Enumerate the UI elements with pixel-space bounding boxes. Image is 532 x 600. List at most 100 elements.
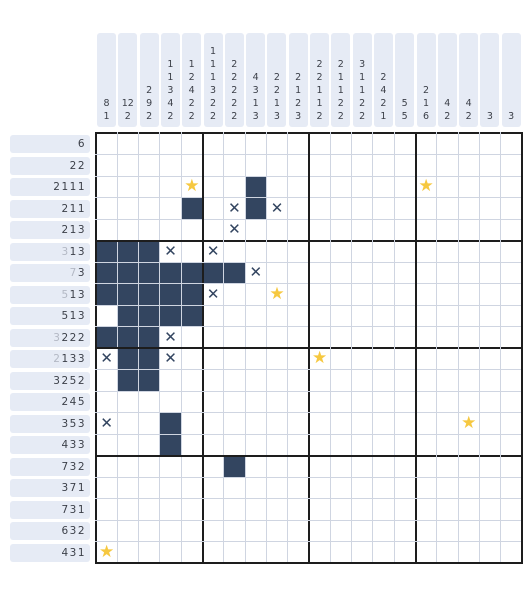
empty-cell[interactable] [266, 262, 287, 284]
empty-cell[interactable] [352, 219, 373, 241]
empty-cell[interactable] [458, 284, 479, 306]
empty-cell[interactable] [245, 413, 266, 435]
filled-cell[interactable] [181, 262, 203, 284]
empty-cell[interactable] [224, 542, 245, 564]
empty-cell[interactable] [288, 176, 309, 198]
empty-cell[interactable] [479, 219, 500, 241]
empty-cell[interactable] [501, 327, 522, 349]
empty-cell[interactable] [458, 370, 479, 392]
empty-cell[interactable] [245, 155, 266, 177]
empty-cell[interactable] [416, 520, 437, 542]
empty-cell[interactable] [437, 327, 458, 349]
filled-cell[interactable] [117, 283, 139, 305]
filled-cell[interactable] [159, 283, 182, 305]
empty-cell[interactable] [245, 219, 266, 241]
empty-cell[interactable] [160, 456, 181, 478]
empty-cell[interactable] [224, 241, 245, 263]
filled-cell[interactable] [96, 326, 118, 348]
empty-cell[interactable] [416, 219, 437, 241]
crossed-cell[interactable]: ✕ [245, 262, 266, 284]
empty-cell[interactable] [437, 499, 458, 521]
empty-cell[interactable] [373, 284, 394, 306]
empty-cell[interactable] [394, 391, 415, 413]
empty-cell[interactable] [373, 413, 394, 435]
empty-cell[interactable] [479, 262, 500, 284]
empty-cell[interactable] [330, 133, 351, 155]
empty-cell[interactable] [139, 133, 160, 155]
filled-cell[interactable] [138, 283, 160, 305]
empty-cell[interactable] [266, 434, 287, 456]
filled-cell[interactable] [96, 283, 118, 305]
empty-cell[interactable] [117, 219, 138, 241]
empty-cell[interactable] [309, 305, 330, 327]
empty-cell[interactable] [288, 219, 309, 241]
empty-cell[interactable] [117, 413, 138, 435]
empty-cell[interactable] [416, 241, 437, 263]
empty-cell[interactable] [139, 413, 160, 435]
empty-cell[interactable] [416, 413, 437, 435]
empty-cell[interactable] [139, 155, 160, 177]
empty-cell[interactable] [352, 391, 373, 413]
filled-cell[interactable] [159, 412, 182, 434]
empty-cell[interactable] [139, 391, 160, 413]
empty-cell[interactable] [266, 520, 287, 542]
empty-cell[interactable] [394, 520, 415, 542]
empty-cell[interactable] [416, 348, 437, 370]
empty-cell[interactable] [352, 305, 373, 327]
empty-cell[interactable] [437, 305, 458, 327]
empty-cell[interactable] [437, 391, 458, 413]
empty-cell[interactable] [330, 176, 351, 198]
empty-cell[interactable] [458, 133, 479, 155]
empty-cell[interactable] [416, 456, 437, 478]
empty-cell[interactable] [501, 542, 522, 564]
star-cell[interactable]: ★ [266, 284, 287, 306]
star-cell[interactable]: ★ [181, 176, 202, 198]
filled-cell[interactable] [117, 262, 139, 284]
empty-cell[interactable] [479, 305, 500, 327]
empty-cell[interactable] [458, 176, 479, 198]
puzzle-grid[interactable]: ★ ★ ✕ ✕ ✕ ✕ ✕ ✕ ✕ ★ ✕ ✕ ✕ ★ ✕ ★ ★ [95, 132, 523, 564]
column-clue-7[interactable]: 2 2 2 2 2 [224, 33, 244, 127]
empty-cell[interactable] [139, 219, 160, 241]
empty-cell[interactable] [330, 391, 351, 413]
empty-cell[interactable] [139, 477, 160, 499]
filled-cell[interactable] [245, 197, 267, 219]
empty-cell[interactable] [309, 456, 330, 478]
empty-cell[interactable] [203, 456, 224, 478]
empty-cell[interactable] [245, 284, 266, 306]
empty-cell[interactable] [309, 499, 330, 521]
empty-cell[interactable] [458, 348, 479, 370]
filled-cell[interactable] [181, 305, 203, 327]
empty-cell[interactable] [139, 434, 160, 456]
empty-cell[interactable] [139, 456, 160, 478]
empty-cell[interactable] [309, 198, 330, 220]
empty-cell[interactable] [288, 198, 309, 220]
empty-cell[interactable] [373, 434, 394, 456]
empty-cell[interactable] [288, 327, 309, 349]
empty-cell[interactable] [458, 305, 479, 327]
empty-cell[interactable] [266, 456, 287, 478]
empty-cell[interactable] [330, 542, 351, 564]
column-clue-10[interactable]: 2 1 2 3 [288, 33, 308, 127]
empty-cell[interactable] [458, 477, 479, 499]
star-cell[interactable]: ★ [309, 348, 330, 370]
empty-cell[interactable] [330, 499, 351, 521]
empty-cell[interactable] [394, 241, 415, 263]
empty-cell[interactable] [309, 262, 330, 284]
empty-cell[interactable] [479, 241, 500, 263]
empty-cell[interactable] [266, 155, 287, 177]
empty-cell[interactable] [203, 520, 224, 542]
crossed-cell[interactable]: ✕ [160, 241, 181, 263]
filled-cell[interactable] [138, 240, 160, 262]
empty-cell[interactable] [394, 542, 415, 564]
empty-cell[interactable] [437, 456, 458, 478]
